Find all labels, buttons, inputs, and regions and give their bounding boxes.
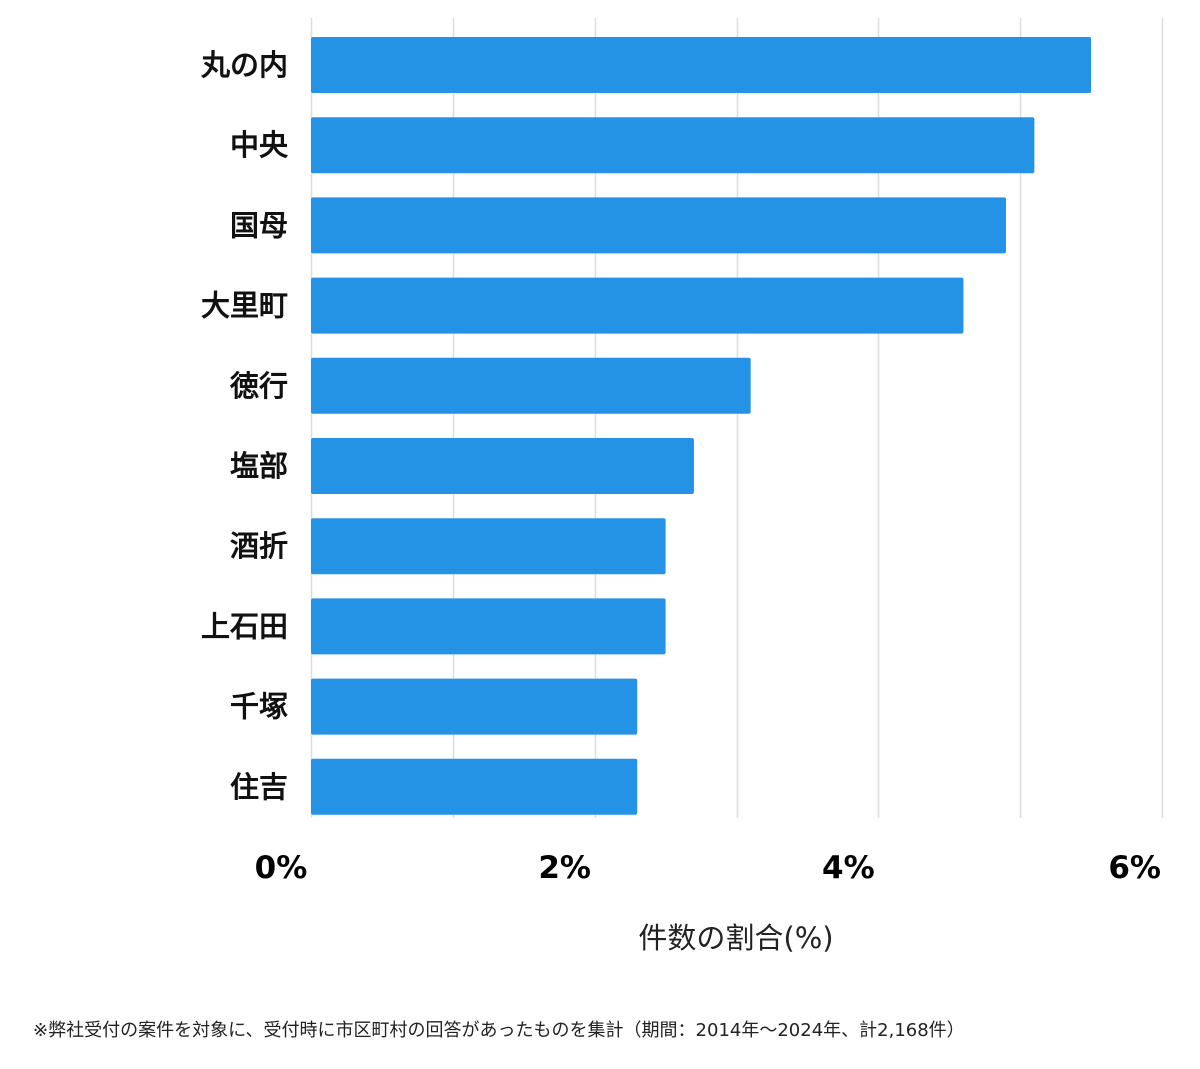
x-tick-label: 2% — [538, 850, 591, 886]
category-label: 酒折 — [230, 529, 288, 563]
bars — [311, 37, 1092, 815]
x-axis-title: 件数の割合(%) — [638, 921, 833, 955]
x-tick-label: 4% — [822, 850, 875, 886]
bar — [311, 37, 1092, 93]
footnote: ※弊社受付の案件を対象に、受付時に市区町村の回答があったものを集計（期間：201… — [33, 1020, 965, 1041]
category-label: 中央 — [230, 128, 289, 162]
bar — [311, 758, 638, 815]
bar — [311, 438, 694, 494]
category-label: 千塚 — [230, 690, 288, 724]
x-tick-label: 6% — [1108, 850, 1161, 886]
category-label: 徳行 — [229, 369, 288, 403]
category-label: 上石田 — [201, 609, 288, 643]
x-tick-label: 0% — [255, 850, 308, 886]
x-tick-labels: 0% 2% 4% 6% — [255, 850, 1161, 886]
category-label: 塩部 — [230, 449, 288, 483]
bar — [311, 357, 751, 414]
bar — [311, 678, 638, 735]
bar — [311, 197, 1006, 254]
bar — [311, 518, 666, 575]
category-label: 国母 — [230, 208, 288, 242]
category-label: 住吉 — [230, 770, 288, 804]
bar — [311, 598, 666, 655]
bar — [311, 277, 964, 334]
category-label: 大里町 — [201, 289, 288, 323]
bar — [311, 117, 1035, 174]
category-label: 丸の内 — [200, 48, 288, 82]
